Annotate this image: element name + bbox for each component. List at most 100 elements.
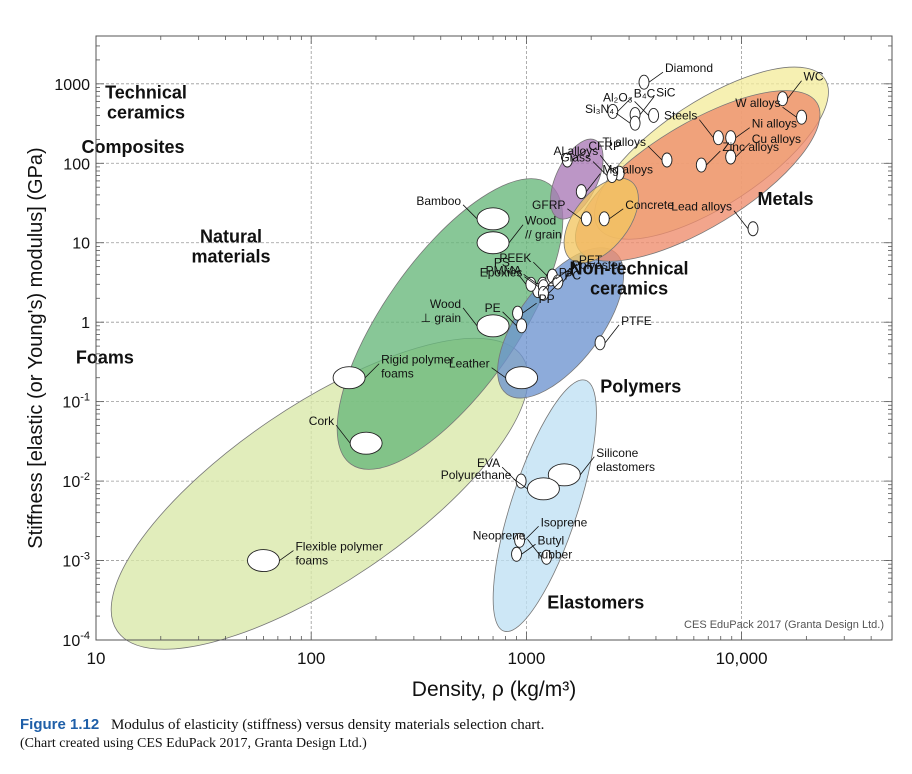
material-bubble-lead-alloys xyxy=(747,221,759,237)
material-bubble-concrete xyxy=(598,211,610,227)
material-leader-line xyxy=(527,539,542,558)
material-label-concrete: Concrete xyxy=(625,198,674,212)
material-label-cfrp: CFRP xyxy=(588,139,621,153)
y-tick-label: 100 xyxy=(63,156,90,173)
material-leader-line xyxy=(523,273,538,285)
material-leader-line xyxy=(599,154,615,174)
material-leader-line xyxy=(522,302,537,314)
material-leader-line xyxy=(735,142,750,158)
material-label-si-n: Si₃N₄ xyxy=(585,102,614,116)
materials-selection-chart: Diamond Al₂O₃ SiC Si₃N₄ B₄C Steels Ni alloys Ti… xyxy=(25,35,893,701)
x-tick-label: 100 xyxy=(297,649,325,668)
y-tick-label: 10-1 xyxy=(62,392,90,412)
family-label-foams: Foams xyxy=(76,348,134,368)
material-label-al-alloys: Al alloys xyxy=(554,144,599,158)
x-tick-label: 10,000 xyxy=(716,649,768,668)
material-leader-line xyxy=(502,311,517,327)
material-leader-line xyxy=(615,112,631,124)
material-leader-line xyxy=(511,266,527,285)
material-leader-line xyxy=(555,268,571,280)
material-bubble-w-alloys xyxy=(796,109,808,125)
material-label-lead-alloys: Lead alloys xyxy=(671,200,732,214)
y-tick-label: 10-4 xyxy=(62,630,90,650)
material-label-pmma: PMMA xyxy=(486,263,522,277)
family-label-composites: Composites xyxy=(81,137,184,157)
material-leader-line xyxy=(562,263,578,283)
material-bubble-flexible-polymer-foams xyxy=(247,549,280,572)
material-label-silicone-elastomers: Silicone elastomers xyxy=(596,446,655,474)
material-leader-line xyxy=(699,119,714,138)
material-label-gfrp: GFRP xyxy=(532,198,565,212)
material-leader-line xyxy=(279,550,294,561)
material-bubble-eva xyxy=(515,473,527,489)
material-leader-line xyxy=(533,261,548,277)
material-leader-line xyxy=(579,456,595,476)
material-label-peek: PEEK xyxy=(499,251,531,265)
y-axis-label: Stiffness [elastic (or Young's) modulus]… xyxy=(25,147,47,548)
family-envelope-elastomers xyxy=(492,379,597,632)
material-label-pet: PET xyxy=(579,253,603,267)
material-bubble-bamboo xyxy=(476,207,510,231)
material-leader-line xyxy=(735,127,750,139)
material-leader-line xyxy=(586,173,601,192)
material-bubble-pp xyxy=(512,305,524,321)
material-label-al-o: Al₂O₃ xyxy=(603,90,633,104)
caption-text: Modulus of elasticity (stiffness) versus… xyxy=(110,717,545,733)
material-leader-line xyxy=(513,478,528,490)
x-tick-label: 10 xyxy=(87,649,106,668)
material-bubble-rigid-polymer-foams xyxy=(332,366,366,390)
caption-credit: (Chart created using CES EduPack 2017, G… xyxy=(20,736,367,751)
material-label-steels: Steels xyxy=(664,109,697,123)
material-label-pa: PA xyxy=(559,266,574,280)
material-leader-line xyxy=(508,224,524,243)
material-bubble-pe xyxy=(516,318,528,334)
x-tick-label: 1000 xyxy=(507,649,545,668)
material-label-cork: Cork xyxy=(309,414,335,428)
plot-frame xyxy=(95,35,893,641)
material-label-ptfe: PTFE xyxy=(621,314,652,328)
material-label-pc: PC xyxy=(564,268,581,282)
material-bubble-zinc-alloys xyxy=(695,157,707,173)
y-tick-label: 1 xyxy=(81,315,90,332)
y-tick-label: 10-2 xyxy=(62,471,90,491)
family-label-metals: Metals xyxy=(757,189,813,209)
material-label-sic: SiC xyxy=(656,86,676,100)
material-bubble-si-n xyxy=(629,115,641,131)
material-label-wc: WC xyxy=(804,70,824,84)
material-label-leather: Leather xyxy=(449,357,490,371)
family-label-non-technical-ceramics: Non-technical ceramics xyxy=(570,258,689,298)
material-leader-line xyxy=(608,208,624,220)
material-bubble-ptfe xyxy=(594,335,606,351)
material-leader-line xyxy=(567,208,582,220)
watermark: CES EduPack 2017 (Granta Design Ltd.) xyxy=(684,619,884,631)
y-tick-label: 1000 xyxy=(54,77,90,94)
material-bubble-butyl-rubber xyxy=(511,546,522,562)
material-bubble-ti-alloys xyxy=(661,152,673,168)
material-bubble-gfrp xyxy=(580,211,592,227)
material-leader-line xyxy=(462,204,478,220)
material-label-cu-alloys: Cu alloys xyxy=(752,132,801,146)
material-leader-line xyxy=(604,324,620,344)
material-label-b-c: B₄C xyxy=(634,86,656,100)
material-leader-line xyxy=(617,97,633,112)
y-tick-label: 10 xyxy=(72,236,90,253)
material-leader-line xyxy=(542,276,558,291)
material-label-pp: PP xyxy=(539,292,555,306)
y-tick-label: 10-3 xyxy=(62,551,90,571)
material-leader-line xyxy=(524,525,539,541)
family-label-elastomers: Elastomers xyxy=(547,592,644,612)
material-label-epoxies: Epoxies xyxy=(480,266,523,280)
family-label-technical-ceramics: Technical ceramics xyxy=(105,83,187,123)
material-leader-line xyxy=(592,161,608,176)
material-bubble-leather xyxy=(505,366,539,390)
material-label-glass: Glass xyxy=(560,151,591,165)
x-axis-label: Density, ρ (kg/m³) xyxy=(412,678,576,701)
material-bubble-al-o xyxy=(648,108,660,123)
material-label-flexible-polymer-foams: Flexible polymer foams xyxy=(295,540,382,568)
material-label-wood-grain: Wood ⊥ grain xyxy=(421,297,461,325)
material-leader-line xyxy=(462,307,478,327)
family-label-natural-materials: Natural materials xyxy=(191,227,270,267)
material-label-isoprene: Isoprene xyxy=(541,515,588,529)
material-label-mg-alloys: Mg alloys xyxy=(602,163,653,177)
material-label-eva: EVA xyxy=(477,456,500,470)
